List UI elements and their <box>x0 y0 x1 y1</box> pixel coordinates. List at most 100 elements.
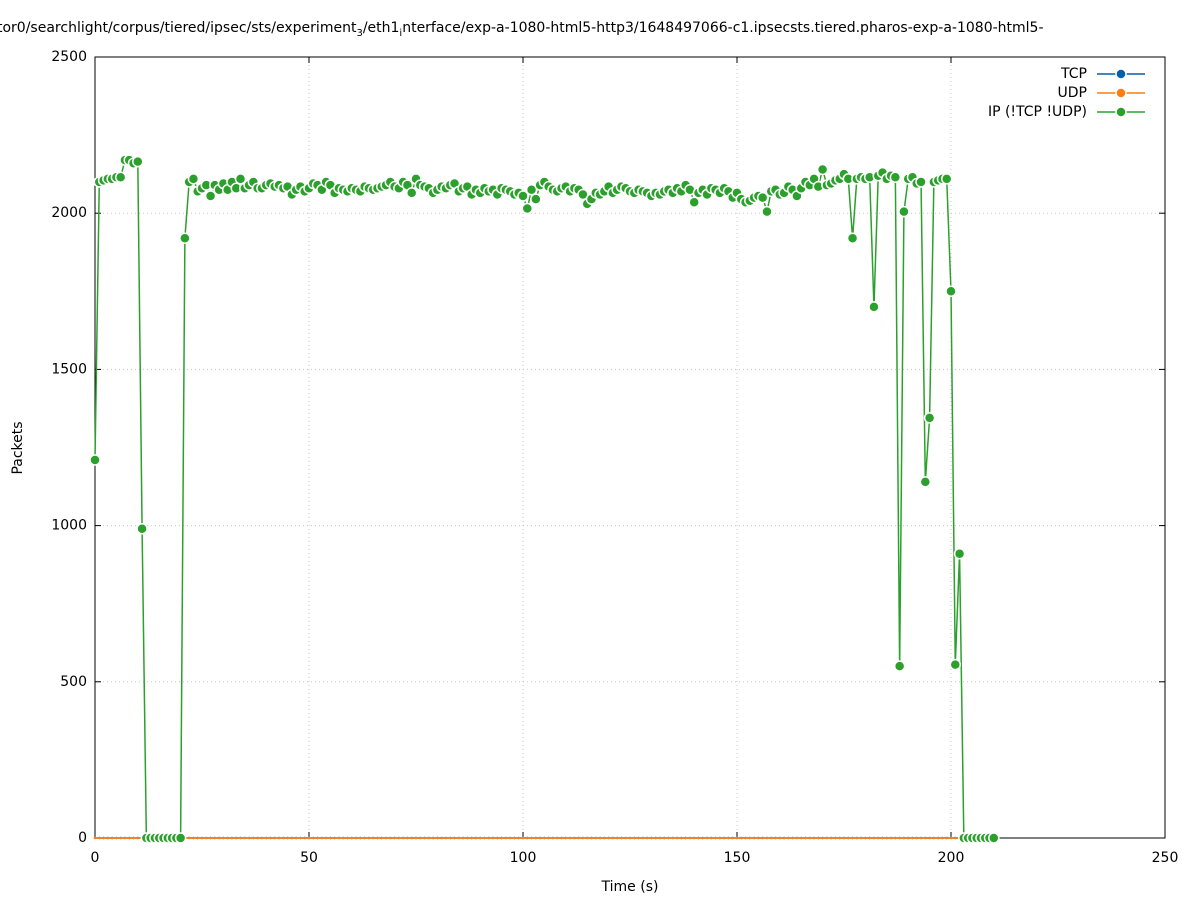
data-point <box>269 836 272 840</box>
data-point <box>774 836 777 840</box>
data-point <box>586 836 589 840</box>
chart-title: tor0/searchlight/corpus/tiered/ipsec/sts… <box>0 20 1044 39</box>
data-point <box>427 836 431 840</box>
data-point <box>718 836 722 840</box>
data-point <box>834 836 837 840</box>
data-point <box>808 836 811 840</box>
legend-label: TCP <box>1060 66 1087 82</box>
data-point <box>885 836 888 840</box>
data-point <box>179 232 191 244</box>
data-point <box>260 836 264 840</box>
data-point <box>877 836 880 840</box>
data-point <box>123 836 127 840</box>
data-point <box>115 836 118 840</box>
data-point <box>89 454 101 466</box>
data-point <box>303 836 306 840</box>
data-point <box>919 476 932 488</box>
data-point <box>517 190 529 202</box>
data-point <box>688 196 700 209</box>
data-point <box>543 836 546 840</box>
data-point <box>701 836 704 840</box>
data-point <box>782 836 786 840</box>
data-point <box>282 836 285 840</box>
data-point <box>389 836 392 840</box>
data-point <box>350 836 353 840</box>
data-point <box>928 836 931 840</box>
data-point <box>136 522 148 535</box>
data-point <box>299 836 302 840</box>
data-point <box>898 205 910 218</box>
x-tick-label: 150 <box>724 850 751 866</box>
data-point <box>521 202 534 215</box>
data-point <box>286 836 289 840</box>
data-point <box>778 836 781 840</box>
data-point <box>859 836 863 840</box>
data-point <box>354 836 358 840</box>
data-point <box>821 836 824 840</box>
data-point <box>615 836 619 840</box>
data-point <box>294 836 298 840</box>
data-point <box>945 836 948 840</box>
data-point <box>265 836 268 840</box>
data-point <box>697 836 700 840</box>
data-point <box>397 836 401 840</box>
data-point <box>466 836 469 840</box>
data-point <box>440 836 443 840</box>
data-point <box>607 836 610 840</box>
data-point <box>517 836 520 840</box>
data-point <box>894 836 897 840</box>
data-point <box>457 836 460 840</box>
data-point <box>795 836 799 840</box>
data-point <box>671 836 674 840</box>
data-point <box>470 836 473 840</box>
data-point <box>907 836 910 840</box>
data-point <box>316 836 319 840</box>
data-point <box>770 836 773 840</box>
data-point <box>132 155 144 168</box>
x-axis-label: Time (s) <box>601 879 659 895</box>
data-point <box>628 836 632 840</box>
data-point <box>757 836 760 840</box>
data-point <box>568 836 572 840</box>
data-point <box>804 836 807 840</box>
data-point <box>633 836 636 840</box>
data-point <box>881 836 884 840</box>
legend-label: UDP <box>1058 85 1087 101</box>
y-tick-label: 2000 <box>51 205 87 221</box>
legend-marker <box>1115 68 1127 80</box>
y-tick-label: 0 <box>78 830 87 846</box>
data-point <box>663 836 666 840</box>
data-point <box>273 836 276 840</box>
data-point <box>436 836 439 840</box>
data-point <box>551 836 555 840</box>
data-point <box>496 836 499 840</box>
data-point <box>924 836 927 840</box>
data-point <box>132 836 135 840</box>
title-text: nterface/exp-a-1080-html5-http3/16484970… <box>402 20 1043 36</box>
data-point <box>324 836 328 840</box>
data-point <box>513 836 516 840</box>
data-point <box>376 836 379 840</box>
data-point <box>893 660 906 672</box>
data-point <box>363 836 366 840</box>
data-point <box>359 836 362 840</box>
data-point <box>945 285 957 298</box>
data-point <box>187 836 191 840</box>
data-point <box>187 173 200 185</box>
data-point <box>954 836 957 840</box>
data-point <box>851 836 854 840</box>
data-point <box>868 836 871 840</box>
x-tick-label: 50 <box>300 850 318 866</box>
data-point <box>846 232 859 244</box>
data-point <box>320 836 324 840</box>
data-point <box>953 547 966 560</box>
data-point <box>367 836 371 840</box>
data-point <box>337 836 341 840</box>
data-point <box>128 836 131 840</box>
data-point <box>761 836 764 840</box>
data-point <box>949 658 962 671</box>
data-point <box>923 412 936 424</box>
data-point <box>110 836 114 840</box>
data-point <box>915 836 918 840</box>
data-point <box>573 836 576 840</box>
